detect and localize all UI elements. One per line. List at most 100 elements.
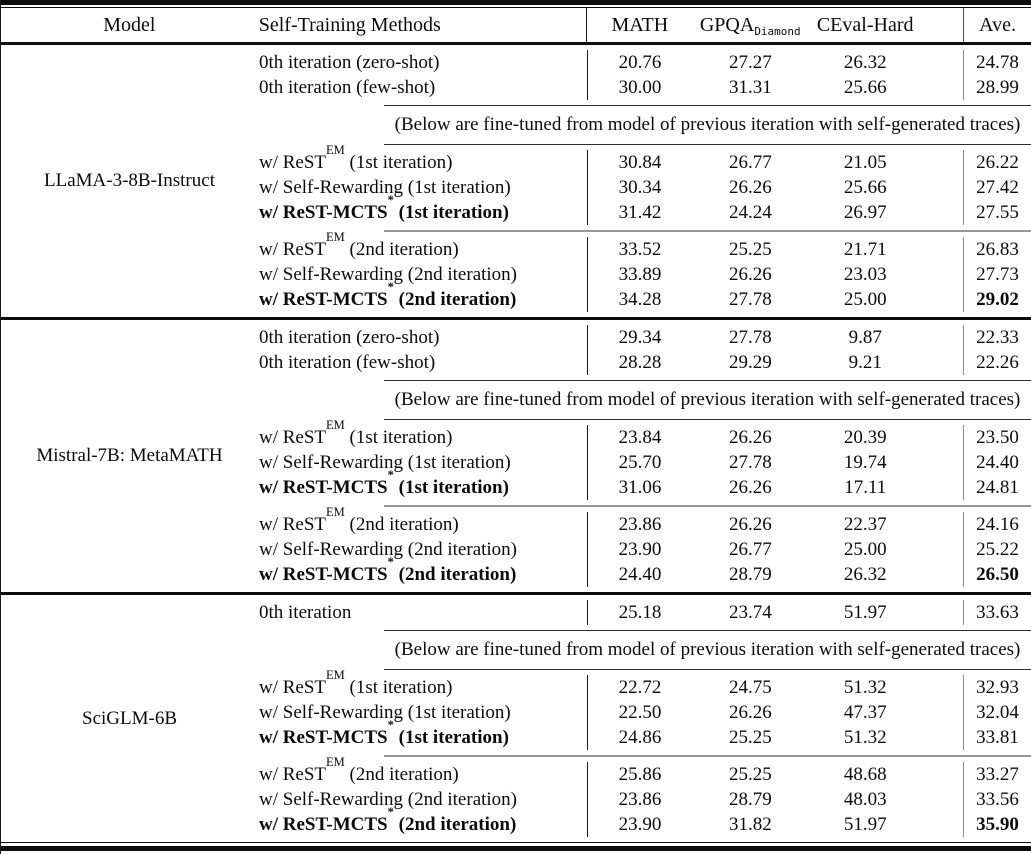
- method-text: w/ ReST-MCTS: [259, 477, 388, 498]
- method-text: w/ Self-Rewarding (2nd iteration): [259, 789, 518, 810]
- table-row: w/ Self-Rewarding (1st iteration) 22.50 …: [1, 700, 1031, 725]
- table-row: w/ ReSTEM (1st iteration) 30.84 26.77 21…: [1, 143, 1031, 175]
- score-math: 25.18: [586, 600, 693, 625]
- method-text-suffix: (1st iteration): [344, 427, 453, 448]
- score-ave: 33.56: [963, 787, 1031, 812]
- model-name: LLaMA-3-8B-Instruct: [44, 170, 215, 191]
- score-ceval: 22.37: [843, 514, 887, 535]
- method-label: w/ ReST-MCTS* (2nd iteration): [258, 280, 587, 312]
- score-math: 31.42: [586, 200, 693, 225]
- method-text-suffix: (2nd iteration): [393, 289, 517, 310]
- score-math: 28.28: [586, 350, 693, 375]
- method-text: w/ ReST: [259, 677, 327, 698]
- score-ave: 22.33: [963, 325, 1031, 350]
- method-superscript: EM: [326, 754, 345, 769]
- score-ceval: 19.74: [843, 452, 887, 473]
- method-text-suffix: (2nd iteration): [393, 814, 517, 835]
- method-text: w/ ReST-MCTS: [259, 202, 388, 223]
- note-bottom-rule: [384, 144, 1031, 145]
- score-ave: 22.26: [963, 350, 1031, 375]
- score-math: 24.40: [586, 562, 693, 587]
- table-row: w/ ReSTEM (1st iteration) 23.84 26.26 20…: [1, 418, 1031, 450]
- row-spacer: [922, 562, 963, 587]
- method-label: w/ ReSTEM (2nd iteration): [258, 505, 587, 537]
- score-math: 30.34: [586, 175, 693, 200]
- method-superscript: EM: [326, 142, 345, 157]
- score-ave: 29.02: [963, 287, 1031, 312]
- score-ave: 33.63: [963, 600, 1031, 625]
- method-text: 0th iteration (zero-shot): [259, 327, 440, 348]
- method-text-suffix: (1st iteration): [393, 727, 509, 748]
- group-separator-rule: [384, 230, 1031, 232]
- row-spacer: [922, 475, 963, 500]
- method-label: w/ Self-Rewarding (2nd iteration): [258, 262, 587, 287]
- note-block: (Below are fine-tuned from model of prev…: [1, 380, 1031, 420]
- row-group: 0th iteration 25.18 23.74 51.97 33.63: [1, 595, 1031, 630]
- score-ceval: 17.11: [844, 477, 887, 498]
- score-ceval: 47.37: [843, 702, 887, 723]
- score-ave: 32.93: [963, 675, 1031, 700]
- method-text-suffix: (1st iteration): [344, 152, 453, 173]
- row-spacer: [922, 262, 963, 287]
- table-row: w/ ReSTEM (2nd iteration) 25.86 25.25 48…: [1, 755, 1031, 787]
- score-gpqa: 31.31: [728, 77, 772, 98]
- score-ceval: 25.00: [843, 289, 887, 310]
- score-ceval: 25.00: [843, 539, 887, 560]
- method-text: 0th iteration (zero-shot): [259, 52, 440, 73]
- note-bottom-rule: [384, 669, 1031, 670]
- score-ceval: 51.32: [843, 677, 887, 698]
- header-math: MATH: [586, 8, 692, 42]
- section-separator-rule: [1, 317, 1031, 320]
- row-spacer: [922, 50, 963, 75]
- score-math: 23.86: [586, 512, 693, 537]
- row-group: w/ ReSTEM (2nd iteration) 25.86 25.25 48…: [1, 755, 1031, 842]
- method-text-suffix: (1st iteration): [393, 477, 509, 498]
- score-ceval: 51.97: [843, 814, 887, 835]
- method-text: 0th iteration (few-shot): [259, 77, 436, 98]
- row-spacer: [922, 512, 963, 537]
- score-ave: 33.27: [963, 762, 1031, 787]
- section-note: (Below are fine-tuned from model of prev…: [394, 639, 1021, 660]
- bottom-rule-heavy: [1, 846, 1031, 851]
- top-rule-heavy: [1, 0, 1031, 5]
- score-ave: 26.83: [963, 237, 1031, 262]
- table-row: w/ ReST-MCTS* (2nd iteration) 24.40 28.7…: [1, 555, 1031, 587]
- row-spacer: [922, 675, 963, 700]
- method-label: w/ ReSTEM (1st iteration): [258, 668, 587, 700]
- top-rule-thin: [1, 7, 1031, 8]
- score-gpqa: 27.27: [728, 52, 772, 73]
- table-row: 0th iteration (few-shot) 28.28 29.29 9.2…: [1, 350, 1031, 375]
- table-row: w/ Self-Rewarding (2nd iteration) 33.89 …: [1, 262, 1031, 287]
- method-superscript: EM: [326, 504, 345, 519]
- row-group: w/ ReSTEM (2nd iteration) 33.52 25.25 21…: [1, 230, 1031, 317]
- row-spacer: [922, 350, 963, 375]
- header-ave: Ave.: [963, 8, 1031, 42]
- note-row: (Below are fine-tuned from model of prev…: [1, 381, 1031, 419]
- header-gpqa-subscript: Diamond: [754, 25, 801, 38]
- score-gpqa: 26.77: [728, 152, 772, 173]
- table-row: w/ ReSTEM (2nd iteration) 23.86 26.26 22…: [1, 505, 1031, 537]
- note-top-rule: [384, 630, 1031, 631]
- model-name: SciGLM-6B: [82, 707, 177, 729]
- score-math: 23.84: [586, 425, 693, 450]
- method-text: w/ Self-Rewarding (1st iteration): [259, 452, 511, 473]
- score-ceval: 51.97: [843, 602, 887, 623]
- score-gpqa: 27.78: [728, 327, 772, 348]
- table-row: 0th iteration (few-shot) 30.00 31.31 25.…: [1, 75, 1031, 100]
- row-spacer: [922, 787, 963, 812]
- note-top-rule: [384, 105, 1031, 106]
- row-group: w/ ReSTEM (1st iteration) 30.84 26.77 21…: [1, 143, 1031, 230]
- score-gpqa: 26.77: [728, 539, 772, 560]
- row-spacer: [922, 287, 963, 312]
- score-math: 31.06: [586, 475, 693, 500]
- score-ceval: 21.05: [843, 152, 887, 173]
- method-superscript: *: [387, 279, 394, 294]
- model-name: Mistral-7B: MetaMATH: [36, 445, 223, 466]
- table-row: w/ ReSTEM (1st iteration) 22.72 24.75 51…: [1, 668, 1031, 700]
- score-ave: 33.81: [963, 725, 1031, 750]
- score-math: 33.52: [586, 237, 693, 262]
- method-label: w/ ReSTEM (1st iteration): [258, 143, 587, 175]
- method-label: w/ ReSTEM (1st iteration): [258, 418, 587, 450]
- method-text: w/ ReST-MCTS: [259, 814, 388, 835]
- model-section: LLaMA-3-8B-Instruct 0th iteration (zero-…: [1, 45, 1031, 317]
